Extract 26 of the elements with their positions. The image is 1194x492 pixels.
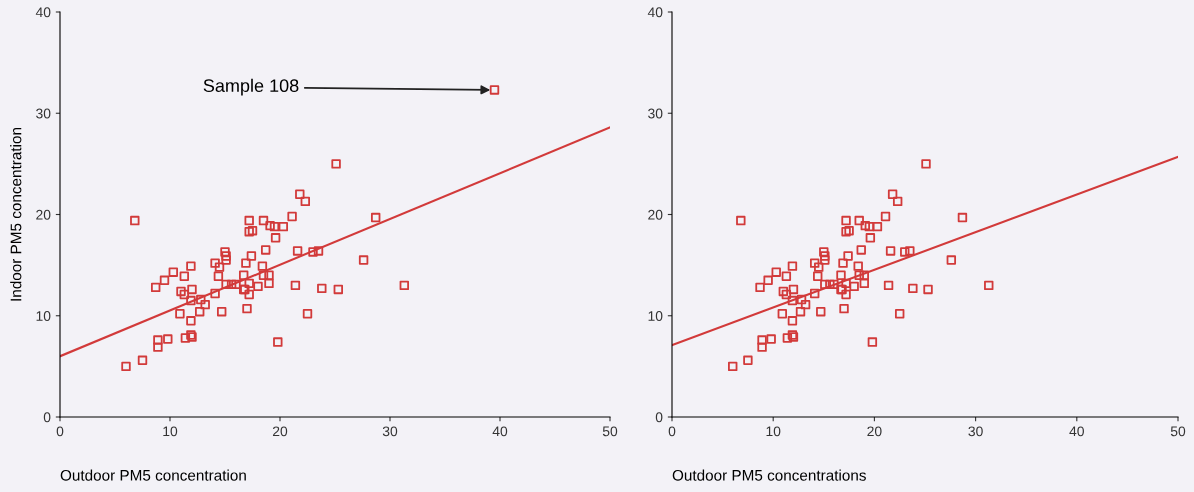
x-tick-label: 50: [602, 426, 618, 437]
y-tick-label: 20: [36, 209, 51, 220]
x-tick-label: 30: [382, 426, 398, 437]
y-tick-label: 40: [35, 7, 51, 18]
y-tick-label: 40: [647, 7, 663, 18]
y-tick-label: 30: [648, 108, 663, 119]
x-tick-label: 20: [272, 426, 288, 437]
x-tick-label: 10: [163, 426, 178, 437]
y-axis-title: Indoor PM5 concentration: [10, 128, 22, 301]
annotation: Sample 108: [203, 78, 299, 96]
y-tick-label: 20: [648, 209, 663, 220]
x-tick-label: 0: [668, 426, 676, 437]
x-tick-label: 30: [968, 426, 983, 437]
y-tick-label: 0: [43, 412, 51, 423]
y-tick-label: 10: [648, 311, 663, 321]
x-tick-label: 10: [766, 426, 781, 437]
y-tick-label: 30: [36, 108, 51, 119]
y-tick-label: 10: [36, 311, 51, 321]
x-axis-title: Outdoor PM5 concentrations: [672, 469, 866, 481]
x-tick-label: 40: [492, 426, 508, 437]
x-tick-label: 20: [867, 426, 882, 437]
x-axis-title: Outdoor PM5 concentration: [60, 469, 246, 481]
x-tick-label: 40: [1069, 426, 1084, 437]
y-tick-label: 0: [655, 412, 663, 423]
x-tick-label: 50: [1170, 426, 1186, 437]
x-tick-label: 0: [56, 426, 64, 437]
